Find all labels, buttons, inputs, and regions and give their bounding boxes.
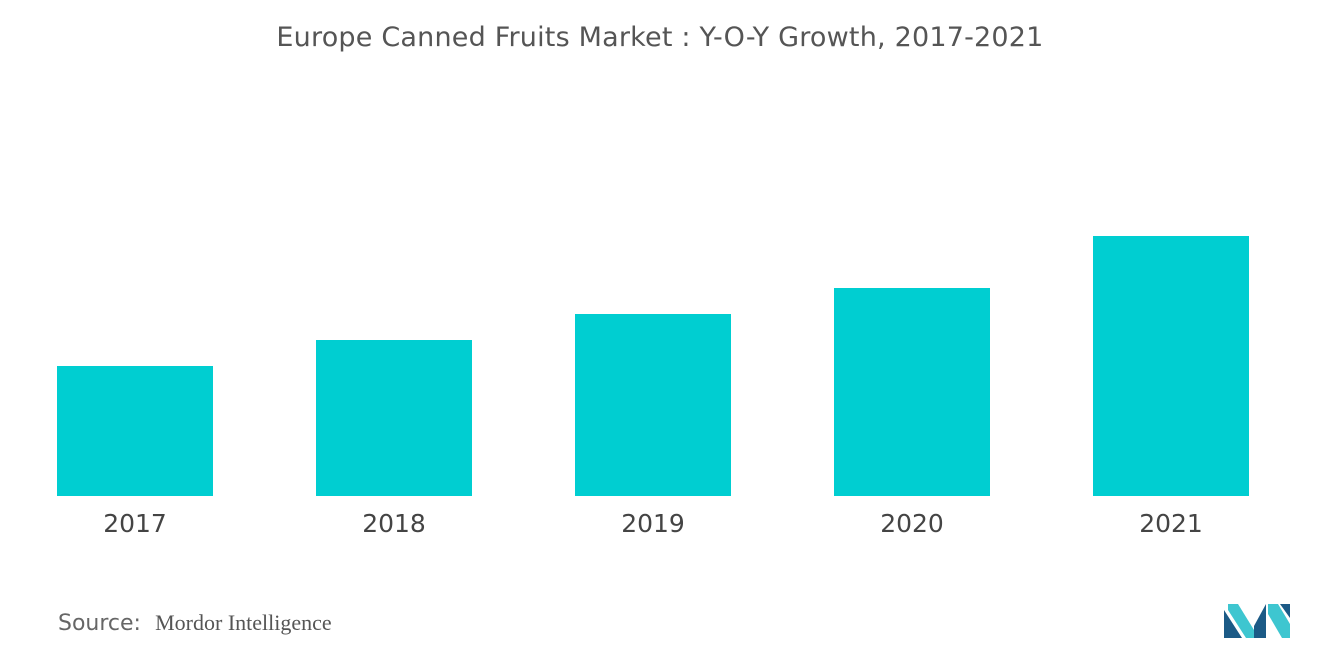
- x-tick-label-2017: 2017: [103, 509, 167, 538]
- bar-2017: [57, 366, 213, 496]
- source-value: Mordor Intelligence: [155, 610, 332, 635]
- bar-2020: [834, 288, 990, 496]
- x-tick-label-2019: 2019: [621, 509, 685, 538]
- mordor-intelligence-logo-icon: [1224, 604, 1290, 643]
- x-tick-label-2020: 2020: [880, 509, 944, 538]
- x-tick-label-2021: 2021: [1139, 509, 1203, 538]
- bar-2021: [1093, 236, 1249, 496]
- source-note: Source: Mordor Intelligence: [58, 610, 332, 636]
- bar-2018: [316, 340, 472, 496]
- bar-chart: 2017 2018 2019 2020 2021: [57, 236, 1249, 538]
- chart-title: Europe Canned Fruits Market : Y-O-Y Grow…: [276, 22, 1044, 53]
- bar-2019: [575, 314, 731, 496]
- source-label: Source:: [58, 611, 141, 636]
- x-tick-label-2018: 2018: [362, 509, 426, 538]
